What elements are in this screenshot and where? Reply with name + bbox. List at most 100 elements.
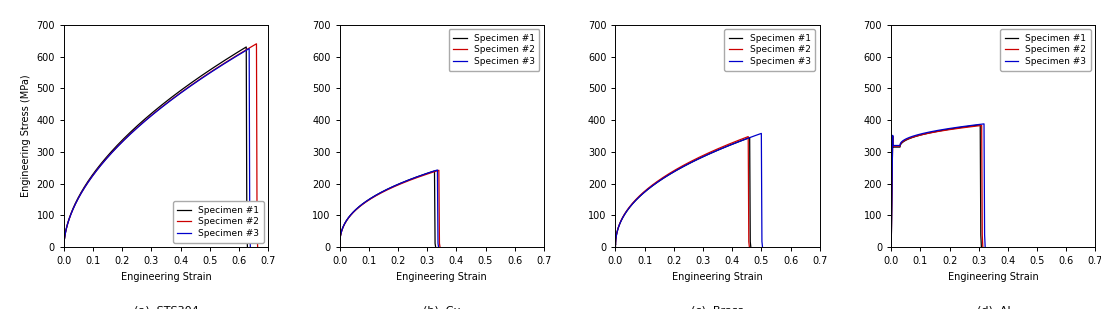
Specimen #2 [250, 42, 263, 46]
Specimen #1 [57, 244, 70, 248]
Specimen #1 [684, 161, 697, 165]
Specimen #2 [388, 184, 401, 188]
Y-axis label: Engineering Stress (MPa): Engineering Stress (MPa) [21, 75, 31, 197]
Specimen #3 [609, 243, 622, 247]
Specimen #3 [242, 47, 255, 50]
Specimen #2 [742, 135, 755, 138]
Specimen #1 [912, 134, 925, 138]
Text: (d)  Al: (d) Al [977, 305, 1010, 309]
Specimen #3 [971, 123, 984, 127]
Specimen #2 [334, 243, 347, 247]
X-axis label: Engineering Strain: Engineering Strain [673, 272, 763, 282]
Specimen #3 [388, 184, 401, 188]
Specimen #2 [336, 228, 349, 232]
Specimen #1 [716, 146, 729, 150]
Legend: Specimen #1, Specimen #2, Specimen #3: Specimen #1, Specimen #2, Specimen #3 [173, 201, 263, 243]
Legend: Specimen #1, Specimen #2, Specimen #3: Specimen #1, Specimen #2, Specimen #3 [448, 29, 539, 71]
Specimen #1 [949, 126, 962, 130]
Specimen #1 [744, 245, 757, 249]
Specimen #1 [333, 245, 346, 249]
Specimen #3 [952, 125, 966, 129]
Line: Specimen #3: Specimen #3 [64, 49, 250, 247]
Specimen #3 [979, 245, 992, 249]
Specimen #2 [970, 124, 983, 128]
Specimen #2 [389, 184, 402, 188]
Specimen #2 [351, 206, 364, 210]
Specimen #1 [973, 123, 986, 127]
Specimen #1 [609, 245, 622, 249]
Text: (b)  Cu: (b) Cu [423, 305, 460, 309]
Specimen #2 [950, 127, 963, 130]
Specimen #3 [160, 102, 173, 105]
Specimen #1 [429, 245, 443, 249]
Line: Specimen #3: Specimen #3 [339, 170, 438, 247]
Specimen #1 [241, 245, 254, 249]
Specimen #1 [633, 195, 646, 198]
Specimen #1 [160, 99, 173, 103]
Line: Specimen #2: Specimen #2 [64, 44, 258, 247]
Specimen #2 [912, 134, 925, 138]
Specimen #3 [389, 184, 402, 188]
Specimen #3 [635, 193, 648, 197]
Specimen #3 [351, 206, 364, 210]
Specimen #3 [689, 158, 702, 162]
Specimen #2 [210, 66, 224, 70]
Specimen #3 [724, 143, 738, 146]
Specimen #2 [612, 225, 625, 229]
Specimen #2 [62, 220, 75, 224]
Specimen #3 [916, 132, 929, 135]
Specimen #3 [57, 244, 70, 248]
Specimen #1 [408, 176, 422, 180]
Line: Specimen #2: Specimen #2 [615, 137, 750, 247]
Specimen #2 [251, 245, 264, 249]
Specimen #3 [884, 245, 897, 249]
Specimen #3 [978, 122, 991, 126]
Specimen #1 [386, 185, 400, 188]
Specimen #1 [967, 124, 980, 128]
Line: Specimen #2: Specimen #2 [891, 125, 983, 247]
Specimen #1 [350, 207, 363, 210]
Specimen #1 [974, 245, 988, 249]
Specimen #1 [609, 243, 622, 247]
Specimen #1 [934, 129, 947, 133]
Specimen #3 [205, 70, 218, 74]
Specimen #3 [972, 123, 985, 126]
Specimen #2 [57, 244, 70, 248]
Specimen #3 [432, 245, 445, 249]
Specimen #1 [90, 167, 103, 171]
Specimen #2 [743, 245, 756, 249]
Specimen #3 [336, 228, 349, 232]
Line: Specimen #1: Specimen #1 [64, 47, 248, 247]
Specimen #2 [916, 133, 929, 137]
Specimen #3 [243, 245, 257, 249]
Specimen #1 [428, 169, 442, 173]
Specimen #1 [612, 225, 625, 229]
Line: Specimen #1: Specimen #1 [339, 171, 436, 247]
Line: Specimen #2: Specimen #2 [339, 170, 440, 247]
Specimen #2 [683, 161, 696, 164]
Line: Specimen #3: Specimen #3 [615, 133, 763, 247]
Specimen #2 [434, 245, 447, 249]
Specimen #2 [633, 194, 646, 198]
Specimen #1 [240, 45, 253, 49]
Specimen #2 [977, 245, 990, 249]
Specimen #1 [385, 185, 399, 189]
Specimen #2 [433, 168, 446, 172]
Specimen #1 [335, 229, 348, 232]
Specimen #1 [685, 161, 698, 164]
Specimen #1 [743, 136, 756, 139]
Specimen #2 [715, 146, 728, 149]
Line: Specimen #3: Specimen #3 [891, 124, 985, 247]
Specimen #1 [969, 124, 982, 127]
Specimen #3 [912, 133, 925, 136]
Specimen #2 [975, 124, 989, 127]
Legend: Specimen #1, Specimen #2, Specimen #3: Specimen #1, Specimen #2, Specimen #3 [724, 29, 815, 71]
Specimen #2 [333, 245, 346, 249]
Legend: Specimen #1, Specimen #2, Specimen #3: Specimen #1, Specimen #2, Specimen #3 [1000, 29, 1091, 71]
Specimen #3 [612, 225, 625, 228]
Specimen #2 [166, 97, 179, 101]
Specimen #2 [92, 166, 106, 170]
Specimen #1 [57, 245, 70, 249]
Specimen #1 [62, 220, 75, 224]
Specimen #2 [684, 160, 697, 163]
